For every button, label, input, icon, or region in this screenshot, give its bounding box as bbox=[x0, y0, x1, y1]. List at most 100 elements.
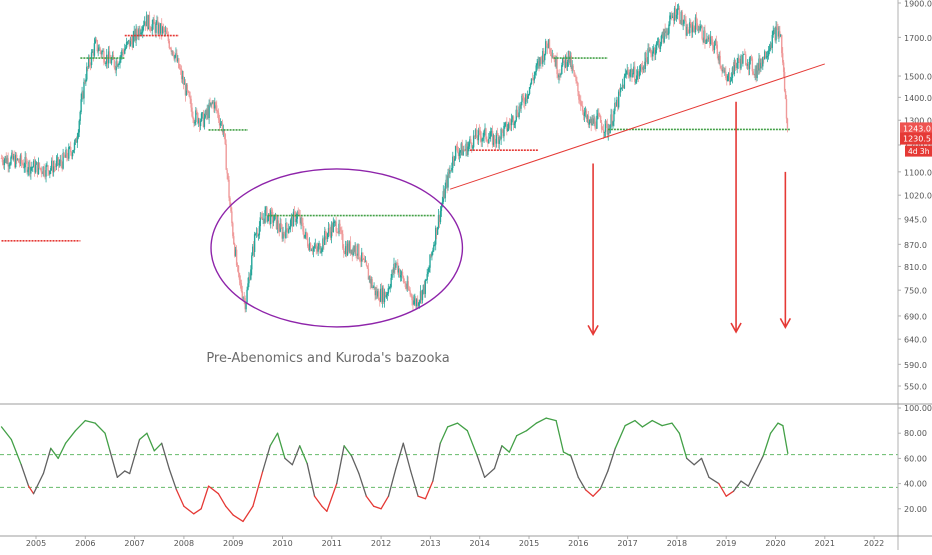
candle-body bbox=[2, 162, 5, 166]
candle-body bbox=[106, 54, 109, 64]
candle-body bbox=[37, 162, 40, 175]
candle-body bbox=[372, 287, 374, 288]
candle-body bbox=[732, 67, 735, 74]
candle-body bbox=[102, 51, 104, 53]
candle-body bbox=[364, 261, 367, 263]
candle-body bbox=[69, 147, 72, 153]
candle-body bbox=[504, 123, 506, 126]
current-price-badge bbox=[900, 122, 932, 135]
candle-body bbox=[520, 102, 522, 109]
osc-segment bbox=[661, 422, 673, 427]
price-tick-label: 1100.0 bbox=[904, 168, 932, 177]
osc-segment bbox=[168, 467, 178, 491]
candle-body bbox=[445, 179, 447, 187]
candle-body bbox=[461, 143, 463, 156]
osc-segment bbox=[402, 442, 412, 472]
candle-body bbox=[742, 55, 744, 64]
candle-body bbox=[602, 129, 605, 133]
candle-body bbox=[238, 272, 241, 280]
candle-body bbox=[478, 129, 481, 131]
candle-body bbox=[297, 211, 299, 215]
candle-body bbox=[28, 161, 30, 170]
candle-body bbox=[566, 62, 569, 67]
candle-body bbox=[411, 294, 413, 301]
candle-body bbox=[485, 128, 487, 140]
candle-body bbox=[526, 94, 528, 99]
candle-body bbox=[173, 55, 175, 59]
candle-body bbox=[331, 224, 334, 233]
candle-body bbox=[288, 229, 290, 233]
candle-body bbox=[357, 244, 359, 256]
candle-body bbox=[635, 81, 637, 83]
candle-body bbox=[565, 56, 568, 67]
osc-segment bbox=[0, 426, 13, 441]
candle-body bbox=[665, 31, 667, 33]
time-badge-label: 4d 3h bbox=[908, 147, 930, 156]
candle-body bbox=[658, 40, 661, 49]
candle-body bbox=[368, 276, 371, 280]
candle-body bbox=[371, 279, 373, 288]
candle-body bbox=[66, 149, 68, 158]
candle-body bbox=[468, 143, 470, 147]
price-tick-label: 550.0 bbox=[904, 383, 927, 392]
osc-segment bbox=[456, 422, 469, 432]
candle-body bbox=[674, 7, 677, 19]
price-tick-label: 1500.0 bbox=[904, 73, 932, 82]
candle-body bbox=[164, 30, 167, 32]
candle-body bbox=[609, 125, 611, 134]
candle-body bbox=[637, 71, 640, 77]
osc-segment bbox=[50, 447, 59, 460]
candle-body bbox=[41, 172, 43, 175]
candle-body bbox=[767, 50, 770, 57]
chart-annotation: Pre-Abenomics and Kuroda's bazooka bbox=[206, 351, 449, 366]
candle-body bbox=[300, 218, 302, 224]
candle-body bbox=[334, 221, 336, 223]
candle-body bbox=[532, 79, 535, 81]
candle-body bbox=[621, 84, 624, 88]
candle-body bbox=[475, 129, 478, 139]
price-tick-label: 810.0 bbox=[904, 263, 927, 272]
candle-body bbox=[235, 249, 238, 266]
candle-body bbox=[159, 24, 161, 34]
candle-body bbox=[383, 291, 386, 303]
candle-body bbox=[581, 105, 584, 112]
candle-body bbox=[133, 30, 135, 36]
candle-body bbox=[194, 121, 196, 124]
time-tick-label: 2008 bbox=[174, 539, 194, 548]
candle-body bbox=[424, 279, 426, 294]
candle-body bbox=[138, 28, 140, 37]
candle-body bbox=[177, 58, 179, 62]
candle-body bbox=[537, 61, 539, 64]
candle-body bbox=[406, 281, 408, 289]
osc-segment bbox=[755, 455, 764, 472]
candle-body bbox=[612, 121, 614, 126]
candle-body bbox=[60, 159, 62, 164]
osc-segment bbox=[313, 495, 323, 507]
candle-body bbox=[529, 84, 532, 88]
candle-body bbox=[0, 158, 3, 159]
candle-body bbox=[539, 57, 541, 67]
candle-body bbox=[113, 59, 116, 68]
candle-body bbox=[753, 73, 755, 76]
osc-segment bbox=[161, 442, 170, 470]
candle-body bbox=[681, 11, 683, 25]
candle-body bbox=[403, 281, 406, 283]
candle-body bbox=[266, 207, 268, 222]
candle-body bbox=[726, 77, 728, 82]
candle-body bbox=[80, 99, 82, 112]
candle-body bbox=[307, 246, 310, 250]
candle-body bbox=[412, 300, 414, 305]
candle-body bbox=[225, 144, 227, 170]
candle-body bbox=[662, 32, 664, 43]
candle-body bbox=[508, 123, 511, 125]
time-tick-label: 2013 bbox=[420, 539, 440, 548]
candle-body bbox=[780, 34, 782, 37]
candle-body bbox=[462, 149, 464, 156]
candle-body bbox=[781, 34, 783, 54]
candle-body bbox=[688, 32, 690, 34]
candle-body bbox=[219, 123, 222, 126]
time-tick-label: 2021 bbox=[815, 539, 835, 548]
candle-body bbox=[178, 58, 180, 68]
candle-body bbox=[683, 19, 685, 24]
candle-body bbox=[606, 123, 609, 135]
